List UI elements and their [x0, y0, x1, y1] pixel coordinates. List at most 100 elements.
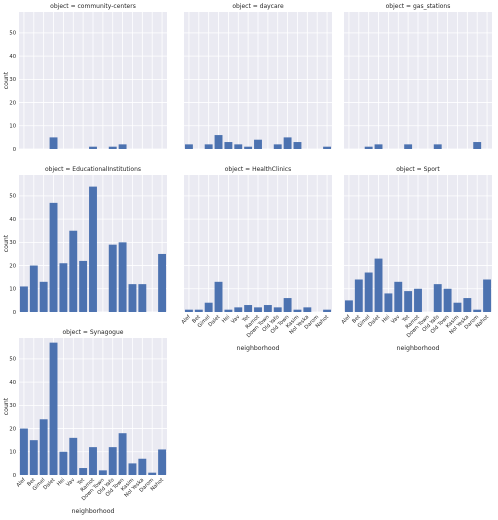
- panel-title: object = gas_stations: [386, 3, 451, 10]
- bar-Ramot: [89, 447, 97, 475]
- bar-Old Town: [283, 137, 292, 149]
- bar-Ramot: [254, 307, 262, 312]
- bar-Vav: [394, 281, 403, 312]
- bar-Bet: [194, 309, 203, 312]
- facet-panel-gas_stations: object = gas_stations: [344, 3, 492, 150]
- x-tick-label: Hei: [56, 477, 66, 487]
- facet-panel-EducationalInstitutions: 0 10 20 30 40 50 object = EducationalInstituti…: [3, 166, 167, 316]
- bar-Darom: [473, 142, 482, 149]
- panel-title: object = daycare: [232, 3, 284, 10]
- bar-Hei: [224, 142, 233, 149]
- panel-title: object = HealthClinics: [225, 166, 291, 173]
- x-tick-label: Alef: [16, 477, 27, 488]
- bar-Nol Yeska: [463, 298, 472, 312]
- bar-Hei: [384, 293, 393, 312]
- bar-Dalet: [374, 258, 383, 312]
- bar-Nahot: [323, 146, 332, 149]
- bar-Old Yafo: [108, 447, 117, 475]
- bar-Nahot: [483, 279, 492, 312]
- y-tick-label: 20: [9, 263, 16, 269]
- x-tick-label: Dalet: [42, 477, 56, 491]
- y-tick-label: 30: [9, 77, 16, 83]
- bar-Nahot: [158, 449, 167, 475]
- bar-Nahot: [323, 309, 332, 312]
- panel-title: object = EducationalInstitutions: [45, 166, 141, 173]
- bar-Gimel: [204, 144, 213, 149]
- y-tick-label: 50: [9, 357, 16, 363]
- bar-Down Town: [98, 470, 107, 475]
- facet-panel-community-centers: 0 10 20 30 40 50 object = community-centers cou…: [3, 3, 167, 153]
- bar-Gimel: [39, 419, 48, 475]
- bar-Tet: [404, 144, 413, 149]
- bar-Old Town: [118, 433, 127, 475]
- bar-Dalet: [49, 202, 58, 312]
- bar-Tet: [79, 260, 88, 312]
- bar-Bet: [354, 279, 363, 312]
- bar-Alef: [184, 309, 193, 312]
- bar-Old Yafo: [273, 144, 282, 149]
- bar-Ramot: [254, 139, 262, 149]
- x-tick-label: Vav: [390, 314, 401, 325]
- x-tick-label: Dalet: [367, 314, 381, 328]
- bar-Dalet: [214, 281, 223, 312]
- x-axis-label: neighborhood: [72, 508, 115, 515]
- x-tick-label: Alef: [181, 314, 192, 325]
- panel-title: object = Synagogue: [63, 329, 124, 336]
- y-tick-label: 30: [9, 403, 16, 409]
- y-tick-label: 10: [9, 287, 16, 293]
- bar-Dalet: [214, 135, 223, 149]
- bar-Alef: [19, 286, 28, 312]
- y-axis-label: count: [3, 234, 10, 252]
- panel-title: object = community-centers: [50, 3, 136, 10]
- bar-Old Town: [118, 144, 127, 149]
- x-tick-label: Bet: [351, 314, 361, 324]
- x-tick-label: Vav: [230, 314, 241, 325]
- bar-Ramot: [414, 288, 422, 312]
- y-tick-label: 40: [9, 217, 16, 223]
- x-tick-label: Dalet: [207, 314, 221, 328]
- facet-panel-daycare: object = daycare: [184, 3, 332, 150]
- bar-Gimel: [364, 146, 373, 149]
- bar-Vav: [69, 437, 78, 475]
- bar-Old Yafo: [433, 284, 442, 312]
- bar-Nol Yeska: [138, 284, 147, 312]
- y-tick-label: 0: [13, 147, 16, 153]
- y-tick-label: 30: [9, 240, 16, 246]
- bar-Kasim: [128, 463, 137, 475]
- bar-Gimel: [204, 302, 213, 312]
- bar-Old Town: [283, 298, 292, 312]
- bar-Old Yafo: [108, 146, 117, 149]
- y-tick-label: 0: [13, 310, 16, 316]
- x-axis-label: neighborhood: [237, 345, 280, 352]
- y-tick-label: 40: [9, 54, 16, 60]
- bar-Kasim: [293, 142, 302, 149]
- bar-Bet: [29, 265, 38, 312]
- x-tick-label: Hei: [381, 314, 391, 324]
- bar-Ramot: [89, 186, 97, 312]
- y-tick-label: 0: [13, 473, 16, 479]
- bar-Bet: [29, 440, 38, 475]
- x-tick-label: Alef: [341, 314, 352, 325]
- bar-Nol Yeska: [138, 458, 147, 475]
- y-axis-label: count: [3, 397, 10, 415]
- bar-Hei: [59, 451, 68, 475]
- bar-Darom: [473, 309, 482, 312]
- x-tick-label: Hei: [221, 314, 231, 324]
- bar-Kasim: [293, 309, 302, 312]
- y-axis-label: count: [3, 71, 10, 89]
- panel-title: object = Sport: [396, 166, 440, 173]
- bar-Old Yafo: [273, 307, 282, 312]
- bar-Ramot: [89, 146, 97, 149]
- x-tick-label: Tet: [241, 314, 251, 324]
- y-tick-label: 20: [9, 426, 16, 432]
- facet-panel-Synagogue: 0 10 20 30 40 50 object = Synagogue count Alef Be…: [3, 329, 167, 515]
- bar-Gimel: [39, 281, 48, 312]
- bar-Vav: [234, 307, 243, 312]
- bar-Kasim: [128, 284, 137, 312]
- bar-Vav: [234, 144, 243, 149]
- bar-Tet: [79, 468, 88, 475]
- bar-Vav: [69, 230, 78, 312]
- bar-Tet: [404, 291, 413, 312]
